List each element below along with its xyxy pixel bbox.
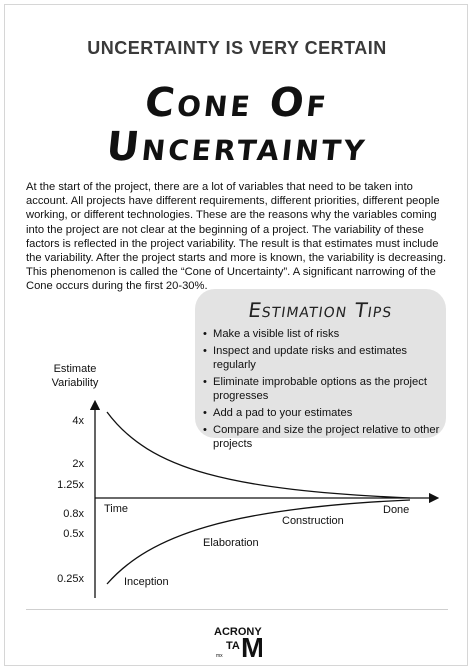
phase-label-inception: Inception (124, 576, 169, 588)
phase-label-elaboration: Elaboration (203, 537, 259, 549)
y-tick-label: 0.5x (63, 528, 84, 540)
y-tick-label: 4x (72, 415, 84, 427)
intro-paragraph: At the start of the project, there are a… (26, 181, 447, 293)
logo-text-top: ACRONY (214, 626, 262, 638)
acronymtam-logo: ACRONY TA M mx (214, 626, 262, 659)
tip-item: Eliminate improbable options as the proj… (203, 375, 443, 403)
tip-item: Compare and size the project relative to… (203, 423, 443, 451)
kicker-heading: UNCERTAINTY IS VERY CERTAIN (87, 38, 387, 58)
estimation-tips-box: Estimation Tips Make a visible list of r… (195, 289, 446, 450)
tips-list: Make a visible list of risks Inspect and… (203, 327, 443, 454)
footer-divider (26, 609, 448, 610)
page-frame (4, 4, 468, 666)
logo-text-m: M (241, 632, 262, 659)
y-tick-label: 2x (72, 458, 84, 470)
logo-text-small: mx (216, 653, 223, 659)
tip-item: Make a visible list of risks (203, 327, 443, 341)
tip-item: Add a pad to your estimates (203, 406, 443, 420)
y-tick-label: 1.25x (57, 479, 84, 491)
lower-cone-curve (106, 499, 411, 585)
y-tick-label: 0.8x (63, 508, 84, 520)
logo-text-mid: TA (226, 640, 240, 652)
phase-label-time: Time (104, 503, 129, 515)
y-tick-label: 0.25x (57, 573, 84, 585)
y-axis-label: Estimate Variability (51, 363, 99, 389)
phase-label-done: Done (383, 504, 410, 516)
tip-item: Inspect and update risks and estimates r… (203, 344, 443, 372)
upper-cone-curve (106, 411, 411, 499)
phase-label-construction: Construction (282, 515, 344, 527)
